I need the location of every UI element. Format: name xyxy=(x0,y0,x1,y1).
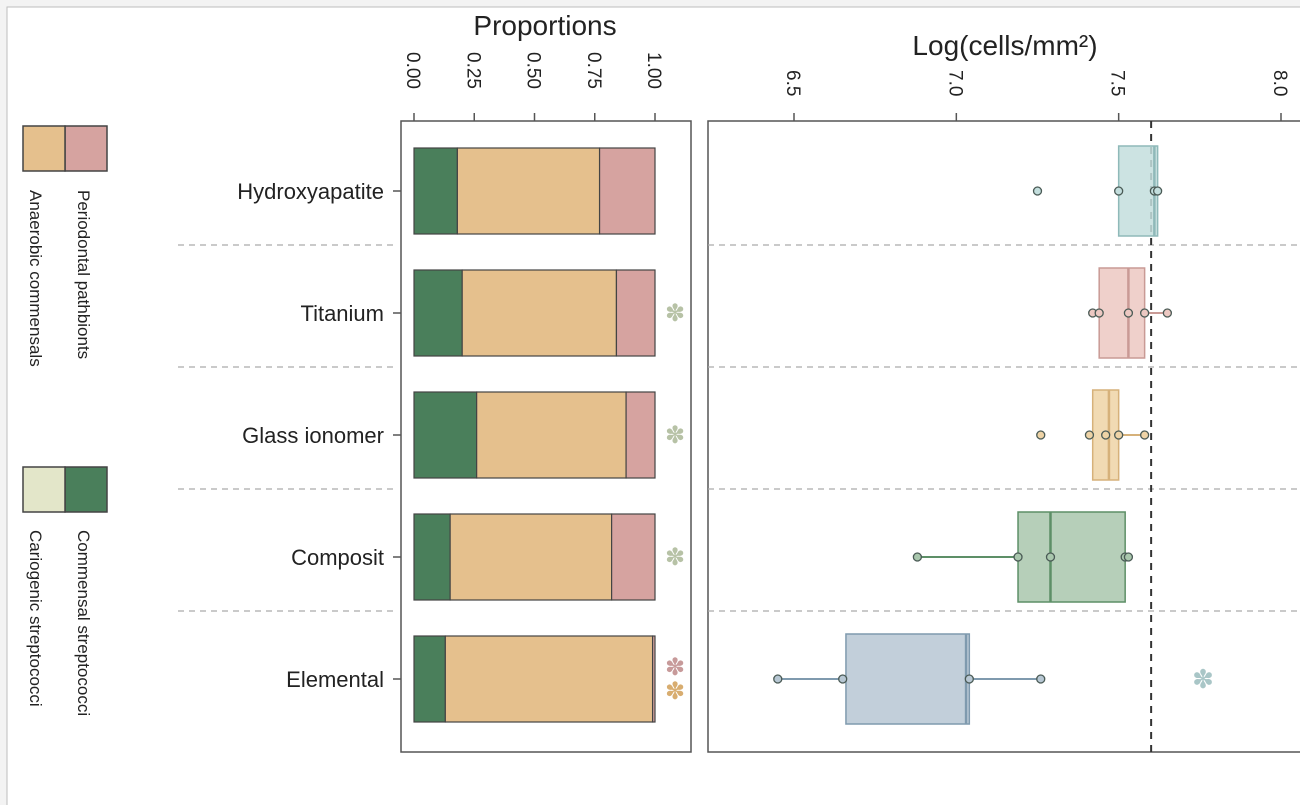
proportions-title: Proportions xyxy=(473,10,616,41)
bar-periodontal-pathbionts-elemental xyxy=(651,635,656,723)
box xyxy=(1098,267,1146,359)
data-point xyxy=(1094,308,1104,318)
bar-commensal-streptococci-titanium xyxy=(413,269,463,357)
legend-swatch-pair-bottom xyxy=(22,466,108,513)
significance-marker: ✽ xyxy=(1192,664,1214,694)
bar-anaerobic-commensals-composit xyxy=(449,513,613,601)
significance-marker: ✽ xyxy=(665,422,685,449)
proportions-tick-label: 0.00 xyxy=(402,52,423,89)
proportions-bars xyxy=(413,147,656,723)
bar-commensal-streptococci-composit xyxy=(413,513,451,601)
category-label-titanium: Titanium xyxy=(300,301,384,326)
category-label-hydroxyapatite: Hydroxyapatite xyxy=(237,179,384,204)
bar-anaerobic-commensals-elemental xyxy=(444,635,654,723)
bar-anaerobic-commensals-titanium xyxy=(461,269,618,357)
significance-marker: ✽ xyxy=(665,678,685,705)
boxplot-hydroxyapatite xyxy=(1032,145,1163,237)
legend-swatch-pair-top xyxy=(22,125,108,172)
data-point xyxy=(1045,552,1056,562)
data-point xyxy=(964,674,974,684)
row-separators xyxy=(178,244,1300,612)
bar-periodontal-pathbionts-hydroxyapatite xyxy=(598,147,656,235)
boxplots xyxy=(773,145,1173,725)
log-tick-label: 6.5 xyxy=(782,70,803,96)
legend-swatch-commensal-streptococci xyxy=(64,466,108,513)
legend-swatch-cariogenic-streptococci xyxy=(22,466,66,513)
data-point xyxy=(1036,674,1046,684)
data-point xyxy=(1114,430,1124,440)
proportions-axis: 0.00 0.25 0.50 0.75 1.00 xyxy=(402,52,664,121)
data-point xyxy=(773,674,783,684)
category-label-glass-ionomer: Glass ionomer xyxy=(242,423,384,448)
bar-periodontal-pathbionts-composit xyxy=(611,513,656,601)
legend-label-cariogenic-streptococci: Cariogenic streptococci xyxy=(26,530,45,707)
log-tick-label: 8.0 xyxy=(1269,70,1290,96)
log-cells-axis: 6.5 7.0 7.5 8.0 xyxy=(782,70,1290,121)
log-tick-label: 7.5 xyxy=(1107,70,1128,96)
data-point xyxy=(1123,552,1134,562)
boxplot-titanium xyxy=(1088,267,1173,359)
box xyxy=(845,633,971,725)
log-significance: ✽ xyxy=(1192,664,1214,694)
log-cells-panel xyxy=(707,120,1300,753)
proportions-significance: ✽✽✽✽✽ xyxy=(665,300,685,705)
bar-anaerobic-commensals-glass-ionomer xyxy=(476,391,627,479)
data-point xyxy=(1032,186,1043,196)
legend-swatch-anaerobic-commensals xyxy=(22,125,66,172)
data-point xyxy=(838,674,848,684)
bar-commensal-streptococci-glass-ionomer xyxy=(413,391,478,479)
legend-label-commensal-streptococci: Commensal streptococci xyxy=(74,530,93,716)
proportions-tick-label: 0.75 xyxy=(583,52,604,89)
data-point xyxy=(912,552,923,562)
proportions-tick-label: 0.50 xyxy=(523,52,544,89)
proportions-tick-label: 1.00 xyxy=(643,52,664,89)
box xyxy=(1017,511,1126,603)
category-label-elemental: Elemental xyxy=(286,667,384,692)
log-cells-title: Log(cells/mm²) xyxy=(912,30,1097,61)
legend-label-anaerobic-commensals: Anaerobic commensals xyxy=(26,190,45,367)
bar-periodontal-pathbionts-titanium xyxy=(615,269,656,357)
log-tick-label: 7.0 xyxy=(944,70,965,96)
legend-swatch-periodontal-pathbionts xyxy=(64,125,108,172)
bar-commensal-streptococci-hydroxyapatite xyxy=(413,147,458,235)
legend: Periodontal pathbionts Anaerobic commens… xyxy=(22,125,108,716)
significance-marker: ✽ xyxy=(665,654,685,681)
boxplot-composit xyxy=(912,511,1134,603)
data-point xyxy=(1152,186,1163,196)
category-axis: Hydroxyapatite Titanium Glass ionomer Compo… xyxy=(237,179,401,692)
bar-periodontal-pathbionts-glass-ionomer xyxy=(625,391,656,479)
data-point xyxy=(1036,430,1046,440)
data-point xyxy=(1123,308,1134,318)
significance-marker: ✽ xyxy=(665,544,685,571)
bar-commensal-streptococci-elemental xyxy=(413,635,446,723)
legend-label-periodontal-pathbionts: Periodontal pathbionts xyxy=(74,190,93,359)
data-point xyxy=(1162,308,1173,318)
data-point xyxy=(1084,430,1095,440)
proportions-tick-label: 0.25 xyxy=(462,52,483,89)
data-point xyxy=(1139,430,1150,440)
data-point xyxy=(1114,186,1124,196)
significance-marker: ✽ xyxy=(665,300,685,327)
bar-anaerobic-commensals-hydroxyapatite xyxy=(456,147,601,235)
boxplot-elemental xyxy=(773,633,1046,725)
boxplot-glass-ionomer xyxy=(1036,389,1150,481)
data-point xyxy=(1139,308,1150,318)
data-point xyxy=(1101,430,1111,440)
data-point xyxy=(1013,552,1023,562)
category-label-composit: Composit xyxy=(291,545,384,570)
